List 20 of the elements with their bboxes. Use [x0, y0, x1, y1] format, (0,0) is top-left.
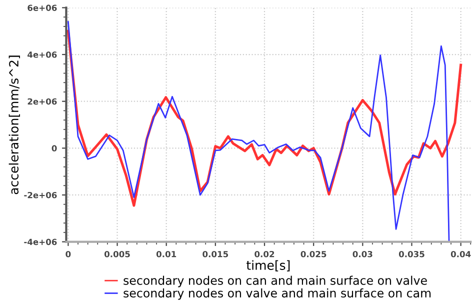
x-tick-label: 0.015 — [202, 250, 228, 258]
x-tick-label: 0.01 — [156, 250, 176, 258]
x-tick-label: 0.02 — [254, 250, 274, 258]
y-tick-label: -4e+06 — [24, 238, 57, 246]
x-tick-label: 0.005 — [104, 250, 130, 258]
y-tick-label: 2e+06 — [28, 98, 57, 105]
line-series — [67, 21, 450, 242]
x-tick-label: 0.025 — [300, 250, 326, 258]
y-tick-label: 0 — [52, 145, 57, 152]
y-tick-label: -2e+06 — [24, 192, 57, 198]
x-axis-title: time[s] — [246, 260, 290, 272]
legend-label: secondary nodes on valve and main surface on cam — [124, 288, 431, 300]
x-tick-label: 0.035 — [398, 250, 424, 258]
y-axis-title: acceleration[mm/s^2] — [8, 56, 20, 194]
x-tick-label: 0.04 — [450, 250, 471, 258]
y-tick-label: 6e+06 — [28, 4, 57, 11]
x-tick-label: 0.03 — [352, 250, 372, 258]
x-tick-label: 0 — [66, 250, 71, 258]
y-tick-label: 4e+06 — [28, 51, 57, 58]
legend-label: secondary nodes on can and main surface on valve — [124, 276, 427, 288]
